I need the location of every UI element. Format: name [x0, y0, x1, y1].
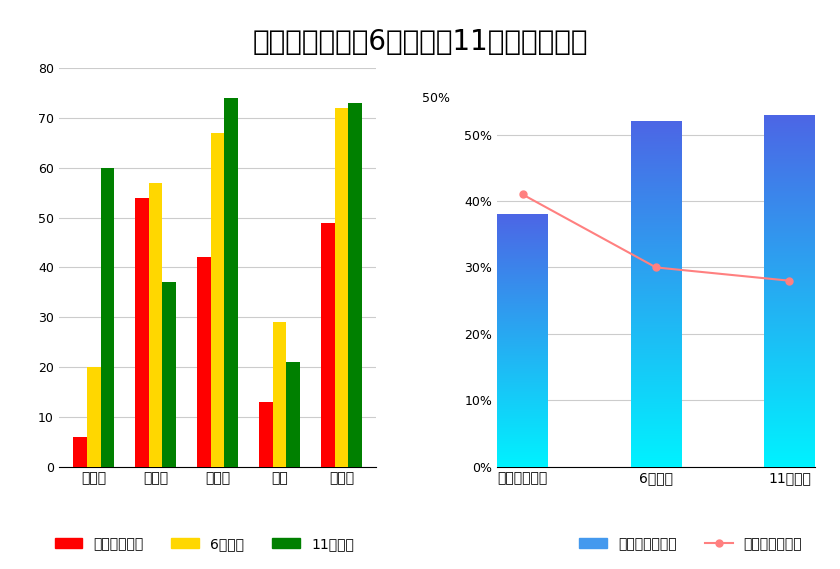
Bar	[335, 108, 349, 467]
Bar	[73, 437, 87, 467]
Text: 治療・訓練前と6か月後、11か月後の比較: 治療・訓練前と6か月後、11か月後の比較	[252, 28, 588, 56]
Bar	[135, 197, 149, 467]
Bar	[162, 282, 176, 467]
Text: 50%: 50%	[423, 92, 450, 105]
Bar	[87, 367, 101, 467]
Bar	[260, 402, 273, 467]
Bar	[273, 322, 286, 467]
Bar	[224, 98, 238, 467]
Bar	[211, 133, 224, 467]
Bar	[286, 362, 300, 467]
Legend: ポジティブ要素, ネガティブ要素: ポジティブ要素, ネガティブ要素	[574, 531, 808, 556]
Bar	[197, 257, 211, 467]
Bar	[321, 222, 335, 467]
Legend: 治療・訓練前, 6か月後, 11か月後: 治療・訓練前, 6か月後, 11か月後	[49, 531, 360, 556]
Bar	[101, 168, 114, 467]
Bar	[349, 103, 362, 467]
Bar	[149, 183, 162, 467]
